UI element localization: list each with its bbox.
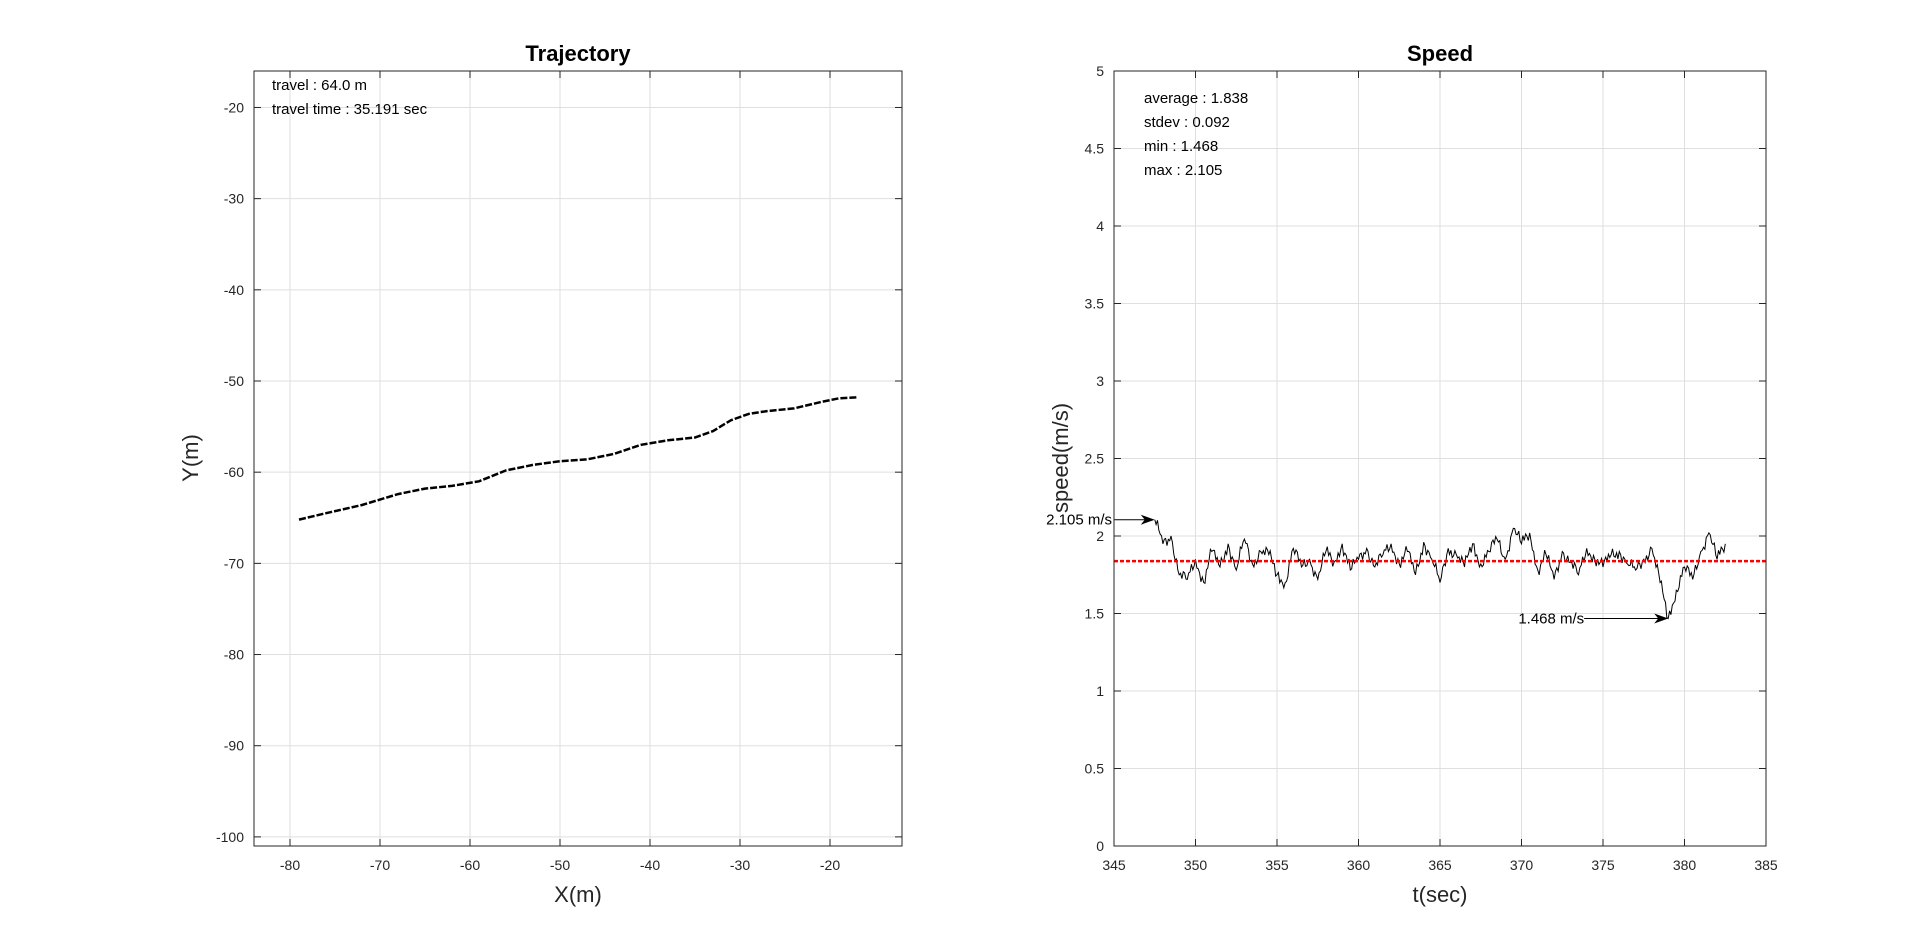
trajectory-annotation-travel: travel : 64.0 m <box>272 77 367 94</box>
trajectory-axes: -80 -70 -60 -50 -40 -30 -20 -20 -30 -40 -50 -60 -70 -… <box>178 41 903 907</box>
speed-ytick-label: 1.5 <box>1085 606 1105 622</box>
speed-max-arrow-head <box>1140 514 1155 525</box>
speed-xtick-label: 380 <box>1673 857 1697 873</box>
speed-ticks: 345 350 355 360 365 370 375 380 38500.511.522.53… <box>1085 63 1778 873</box>
speed-marks <box>1114 514 1766 624</box>
speed-xtick-label: 355 <box>1265 857 1289 873</box>
trajectory-annotation-travel-time: travel time : 35.191 sec <box>272 101 428 118</box>
speed-ytick-label: 2 <box>1096 528 1104 544</box>
trajectory-ylabel: Y(m) <box>178 434 203 482</box>
trajectory-ticks: -80 -70 -60 -50 -40 -30 -20 -20 -30 -40 -50 -60 -70 -… <box>216 71 902 873</box>
speed-ytick-label: 4.5 <box>1085 141 1105 157</box>
trajectory-ytick-label: -80 <box>224 647 244 663</box>
speed-title: Speed <box>1407 41 1473 66</box>
speed-annotation-max: max : 2.105 <box>1144 162 1222 179</box>
trajectory-ytick-label: -30 <box>224 191 244 207</box>
trajectory-xtick-label: -30 <box>730 857 750 873</box>
trajectory-ytick-label: -100 <box>216 829 244 845</box>
trajectory-xtick-label: -20 <box>820 857 840 873</box>
speed-ytick-label: 0.5 <box>1085 761 1105 777</box>
speed-ytick-label: 2.5 <box>1085 451 1105 467</box>
speed-ytick-label: 0 <box>1096 838 1104 854</box>
trajectory-ytick-label: -50 <box>224 373 244 389</box>
speed-min-arrow-head <box>1654 613 1669 624</box>
speed-annotation-stdev: stdev : 0.092 <box>1144 114 1230 131</box>
trajectory-path-line <box>298 396 858 521</box>
trajectory-ytick-label: -40 <box>224 282 244 298</box>
trajectory-title: Trajectory <box>525 41 631 66</box>
speed-min-label: 1.468 m/s <box>1518 610 1584 627</box>
speed-ytick-label: 1 <box>1096 683 1104 699</box>
speed-xtick-label: 365 <box>1428 857 1452 873</box>
speed-ytick-label: 5 <box>1096 63 1104 79</box>
speed-xtick-label: 345 <box>1102 857 1126 873</box>
trajectory-xtick-label: -70 <box>370 857 390 873</box>
speed-ytick-label: 4 <box>1096 218 1104 234</box>
speed-max-label: 2.105 m/s <box>1046 512 1112 529</box>
speed-axes: 345 350 355 360 365 370 375 380 38500.511.522.53… <box>1046 41 1778 907</box>
trajectory-grid <box>254 71 902 846</box>
speed-xlabel: t(sec) <box>1413 882 1468 907</box>
speed-xtick-label: 350 <box>1184 857 1208 873</box>
trajectory-ytick-label: -20 <box>224 99 244 115</box>
trajectory-plot-area <box>254 71 902 846</box>
speed-ytick-label: 3 <box>1096 373 1104 389</box>
speed-xtick-label: 375 <box>1591 857 1615 873</box>
speed-frame <box>1113 70 1767 847</box>
trajectory-ytick-label: -90 <box>224 738 244 754</box>
trajectory-ytick-label: -60 <box>224 464 244 480</box>
speed-ytick-label: 3.5 <box>1085 296 1105 312</box>
trajectory-frame <box>253 70 903 847</box>
trajectory-ytick-label: -70 <box>224 555 244 571</box>
trajectory-xtick-label: -60 <box>460 857 480 873</box>
trajectory-xtick-label: -40 <box>640 857 660 873</box>
trajectory-xlabel: X(m) <box>554 882 602 907</box>
speed-ylabel: speed(m/s) <box>1048 403 1073 513</box>
speed-annotation-average: average : 1.838 <box>1144 90 1248 107</box>
trajectory-series <box>298 396 858 521</box>
speed-xtick-label: 385 <box>1754 857 1778 873</box>
speed-xtick-label: 370 <box>1510 857 1534 873</box>
speed-annotation-min: min : 1.468 <box>1144 138 1218 155</box>
trajectory-xtick-label: -80 <box>280 857 300 873</box>
trajectory-xtick-label: -50 <box>550 857 570 873</box>
speed-xtick-label: 360 <box>1347 857 1371 873</box>
